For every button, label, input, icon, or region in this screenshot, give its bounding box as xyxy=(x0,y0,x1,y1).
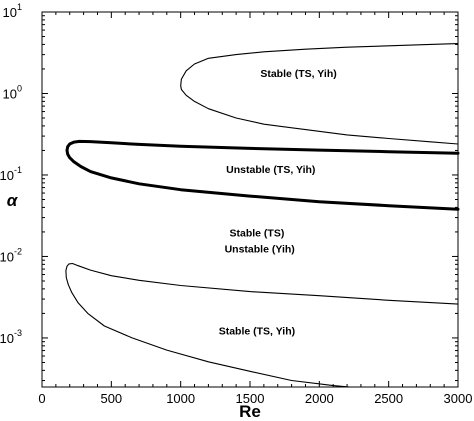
neutral-stability-curve-3 xyxy=(65,262,459,388)
y-tick-label: 10-3 xyxy=(0,328,22,346)
y-tick-label: 100 xyxy=(3,83,22,101)
tick-labels: 0 500 1000 1500 2000 2500 3000 101 100 10-1 10-2 10… xyxy=(0,2,472,406)
x-tick-label: 1000 xyxy=(166,391,195,406)
x-tick-label: 2000 xyxy=(305,391,334,406)
x-tick-label: 1500 xyxy=(236,391,265,406)
stability-curves xyxy=(65,43,460,388)
region-label: Stable (TS, Yih) xyxy=(260,68,336,80)
region-label: Unstable (TS, Yih) xyxy=(226,164,315,176)
region-labels: Stable (TS, Yih) Unstable (TS, Yih) Stable… xyxy=(219,68,337,338)
x-axis-label: Re xyxy=(239,402,261,421)
neutral-stability-curve-1 xyxy=(180,43,459,145)
region-label: Stable (TS) xyxy=(230,228,285,240)
y-tick-label: 101 xyxy=(3,2,22,20)
x-tick-label: 3000 xyxy=(444,391,473,406)
axis-ticks xyxy=(41,11,459,387)
y-tick-label: 10-2 xyxy=(0,246,22,264)
x-tick-label: 0 xyxy=(38,391,45,406)
y-axis-label: α xyxy=(7,191,19,210)
y-tick-label: 10-1 xyxy=(0,165,22,183)
region-label: Unstable (Yih) xyxy=(225,243,295,255)
x-tick-label: 500 xyxy=(100,391,122,406)
neutral-stability-curve-2 xyxy=(65,139,460,211)
region-label: Stable (TS, Yih) xyxy=(219,326,295,338)
x-tick-label: 2500 xyxy=(374,391,403,406)
